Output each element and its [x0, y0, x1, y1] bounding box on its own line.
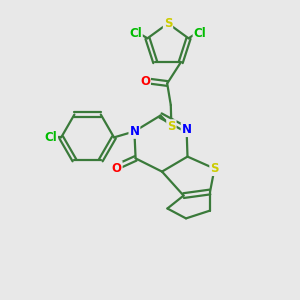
Text: Cl: Cl: [129, 27, 142, 40]
Text: S: S: [167, 120, 176, 133]
Text: S: S: [210, 162, 219, 175]
Text: Cl: Cl: [194, 27, 206, 40]
Text: N: N: [129, 125, 140, 138]
Text: Cl: Cl: [44, 131, 57, 144]
Text: S: S: [164, 17, 172, 30]
Text: N: N: [182, 123, 192, 136]
Text: O: O: [112, 162, 122, 175]
Text: O: O: [140, 75, 150, 88]
